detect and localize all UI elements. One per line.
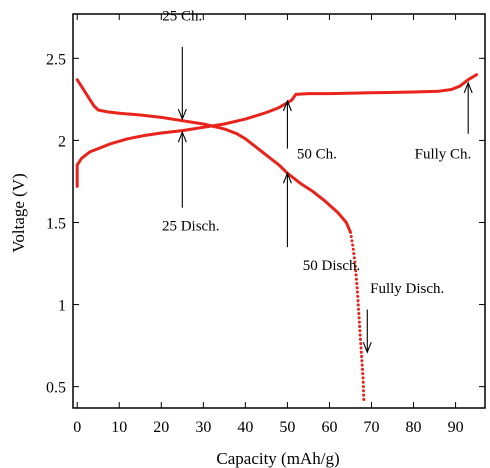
series-line-2 bbox=[349, 230, 366, 405]
annotation-arrowhead-2 bbox=[282, 99, 292, 112]
x-tick-label-40: 40 bbox=[237, 419, 253, 436]
x-tick-label-90: 90 bbox=[448, 419, 464, 436]
y-tick-label-2.5: 2.5 bbox=[46, 51, 66, 68]
annotation-arrowhead-0 bbox=[177, 108, 187, 121]
y-tick-label-1: 1 bbox=[58, 298, 66, 315]
annotation-label-0: 25 Ch. bbox=[162, 9, 202, 25]
y-axis-ticks: 0.5 1 1.5 2 2.5 bbox=[46, 51, 485, 397]
x-tick-label-80: 80 bbox=[406, 419, 422, 436]
series-line-1 bbox=[75, 78, 352, 234]
annotation-label-3: 50 Disch. bbox=[303, 258, 361, 274]
y-tick-label-1.5: 1.5 bbox=[46, 215, 66, 232]
y-tick-label-0.5: 0.5 bbox=[46, 380, 66, 397]
x-tick-label-0: 0 bbox=[73, 419, 81, 436]
x-tick-label-70: 70 bbox=[363, 419, 379, 436]
annotation-label-5: Fully Disch. bbox=[370, 281, 444, 297]
annotation-arrowhead-5 bbox=[362, 341, 372, 354]
plot-frame bbox=[72, 13, 486, 409]
annotation-label-4: Fully Ch. bbox=[415, 146, 472, 162]
series-line-0 bbox=[75, 73, 479, 188]
y-tick-label-2: 2 bbox=[58, 133, 66, 150]
annotation-label-1: 25 Disch. bbox=[162, 219, 220, 235]
x-tick-label-20: 20 bbox=[153, 419, 169, 436]
x-tick-label-30: 30 bbox=[195, 419, 211, 436]
x-axis-title: Capacity (mAh/g) bbox=[216, 449, 339, 468]
series-layer bbox=[75, 73, 479, 405]
x-tick-label-50: 50 bbox=[279, 419, 295, 436]
annotation-arrowhead-1 bbox=[177, 130, 187, 143]
annotation-layer: 25 Ch. 25 Disch. 50 Ch. 50 Disch. Fully Ch. F… bbox=[162, 9, 473, 354]
annotation-label-2: 50 Ch. bbox=[297, 146, 337, 162]
x-axis-ticks: 0 10 20 30 40 50 60 70 80 90 bbox=[73, 14, 464, 436]
y-axis-title: Voltage (V) bbox=[9, 173, 28, 252]
x-tick-label-60: 60 bbox=[321, 419, 337, 436]
plot-area bbox=[72, 13, 486, 409]
x-tick-label-10: 10 bbox=[111, 419, 127, 436]
annotation-arrowhead-4 bbox=[463, 81, 473, 94]
annotation-arrowhead-3 bbox=[282, 171, 292, 184]
